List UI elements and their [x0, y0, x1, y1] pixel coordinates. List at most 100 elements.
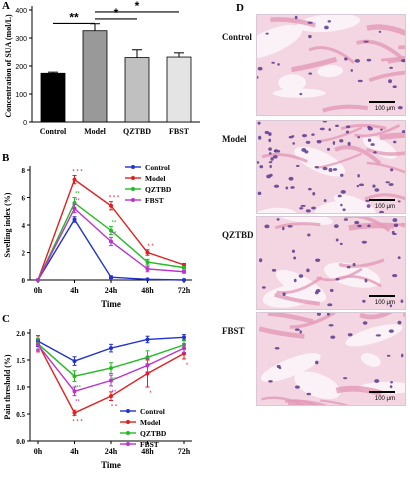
- cell-nucleus: [272, 155, 278, 159]
- cell-nucleus: [335, 124, 339, 127]
- cell-nucleus: [344, 57, 348, 61]
- x-tick-label: 24h: [105, 447, 118, 456]
- data-point-qztbd: [182, 265, 186, 270]
- cell-nucleus: [397, 320, 402, 325]
- y-tick-label: 0.5: [16, 411, 25, 419]
- tissue-space: [296, 15, 361, 33]
- tissue-fiber: [380, 55, 405, 62]
- cell-nucleus: [258, 135, 262, 140]
- tissue-fiber: [270, 17, 316, 28]
- cell-nucleus: [367, 224, 371, 228]
- histology-texture: [257, 15, 405, 113]
- cell-nucleus: [278, 366, 282, 370]
- x-tick-label: 72h: [178, 286, 191, 295]
- cell-nucleus: [274, 149, 279, 153]
- tissue-fiber: [308, 46, 356, 64]
- cell-nucleus: [288, 176, 294, 181]
- tissue-space: [334, 194, 377, 213]
- cell-nucleus: [314, 165, 319, 169]
- cell-nucleus: [282, 226, 285, 231]
- y-tick-label: 100: [15, 92, 27, 99]
- cell-nucleus: [268, 152, 272, 155]
- legend-swatch-marker: [126, 409, 130, 413]
- cell-nucleus: [315, 360, 319, 365]
- histology-row-label: Control: [222, 32, 252, 42]
- cell-nucleus: [357, 224, 362, 228]
- cell-nucleus: [316, 139, 322, 144]
- cell-nucleus: [301, 134, 308, 138]
- cell-nucleus: [311, 206, 316, 210]
- scale-bar-label: 100 μm: [374, 106, 395, 112]
- cell-nucleus: [374, 379, 380, 383]
- significance-annotation: *: [149, 391, 152, 397]
- cell-nucleus: [339, 242, 343, 245]
- cell-nucleus: [285, 186, 289, 190]
- data-point-fbst: [109, 239, 113, 244]
- data-point-model: [109, 394, 113, 399]
- cell-nucleus: [340, 190, 346, 194]
- cell-nucleus: [269, 164, 272, 169]
- data-point-model: [145, 250, 150, 255]
- cell-nucleus: [397, 256, 401, 260]
- cell-nucleus: [312, 191, 316, 196]
- cell-nucleus: [379, 210, 385, 213]
- cell-nucleus: [294, 328, 300, 331]
- cell-nucleus: [397, 105, 403, 110]
- data-point-fbst: [109, 378, 113, 383]
- cell-nucleus: [299, 330, 302, 334]
- cell-nucleus: [308, 72, 313, 75]
- cell-nucleus: [389, 66, 393, 69]
- cell-nucleus: [257, 75, 259, 79]
- data-point-control: [72, 217, 77, 222]
- cell-nucleus: [378, 30, 382, 33]
- cell-nucleus: [392, 85, 397, 88]
- cell-nucleus: [268, 132, 272, 136]
- panel-letter-c: C: [2, 313, 10, 325]
- tissue-fiber: [320, 399, 350, 405]
- cell-nucleus: [389, 385, 393, 389]
- cell-nucleus: [305, 209, 311, 213]
- cell-nucleus: [274, 346, 280, 350]
- tissue-fiber: [334, 145, 382, 166]
- chart-b-swelling-line: 0 2 4 6 8 0h 4h 24h 48h 72h Time Swelling index (%)…: [3, 163, 192, 309]
- data-point-control: [145, 337, 150, 342]
- bar-control: [40, 72, 66, 123]
- significance-annotation: * * *: [109, 196, 120, 202]
- tissue-fiber: [359, 313, 393, 320]
- tissue-fiber: [322, 104, 369, 113]
- data-point-fbst: [36, 278, 40, 282]
- cell-nucleus: [401, 59, 405, 63]
- tissue-fiber: [274, 292, 320, 306]
- tissue-fiber: [403, 313, 405, 317]
- cell-nucleus: [257, 121, 261, 125]
- significance-annotation: **: [75, 400, 80, 406]
- data-point-control: [182, 335, 186, 340]
- x-tick-label: 0h: [34, 286, 43, 295]
- cell-nucleus: [388, 79, 392, 84]
- cell-nucleus: [393, 140, 397, 144]
- cell-nucleus: [298, 274, 304, 278]
- histology-row-label: QZTBD: [222, 230, 254, 240]
- cell-nucleus: [346, 265, 351, 269]
- cell-nucleus: [366, 204, 371, 208]
- legend-swatch-marker: [131, 187, 135, 191]
- cell-nucleus: [354, 58, 360, 63]
- cell-nucleus: [308, 34, 312, 39]
- x-category-label: Control: [40, 127, 67, 136]
- data-point-control: [109, 275, 113, 280]
- data-point-control: [182, 278, 186, 282]
- data-point-model: [72, 410, 77, 415]
- data-point-fbst: [182, 269, 186, 274]
- cell-nucleus: [296, 164, 300, 168]
- data-point-control: [145, 277, 150, 282]
- significance-annotation: **: [75, 192, 80, 198]
- legend-label: Model: [145, 174, 165, 183]
- cell-nucleus: [362, 299, 366, 303]
- cell-nucleus: [315, 258, 321, 262]
- tissue-fiber: [289, 313, 336, 329]
- tissue-fiber: [340, 123, 387, 131]
- legend-label: Model: [140, 418, 160, 427]
- cell-nucleus: [347, 141, 351, 146]
- tissue-space: [257, 207, 298, 213]
- legend-label: FBST: [145, 196, 164, 205]
